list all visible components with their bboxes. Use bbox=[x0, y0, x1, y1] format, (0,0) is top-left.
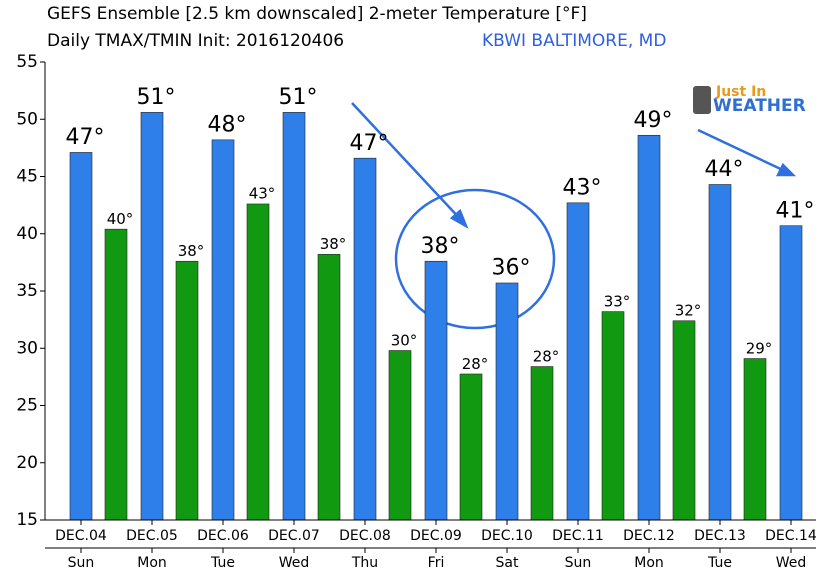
bar bbox=[743, 358, 767, 521]
bar bbox=[246, 203, 270, 521]
data-label: 30° bbox=[391, 331, 418, 349]
data-label: 47° bbox=[350, 131, 389, 156]
weekday-label: Fri bbox=[428, 555, 445, 571]
y-tick-label: 25 bbox=[16, 396, 38, 416]
y-tick-label: 45 bbox=[16, 167, 38, 187]
bar bbox=[566, 202, 590, 521]
bar bbox=[459, 373, 483, 521]
y-tick-label: 55 bbox=[16, 52, 38, 72]
data-label: 38° bbox=[421, 234, 460, 259]
weekday-label: Mon bbox=[634, 555, 664, 571]
station: KBWI BALTIMORE, MD bbox=[482, 31, 666, 51]
data-label: 28° bbox=[533, 347, 560, 365]
data-label: 29° bbox=[746, 339, 773, 357]
arrow-head bbox=[775, 162, 797, 177]
annotations bbox=[351, 102, 797, 330]
weekday-label: Mon bbox=[137, 555, 167, 571]
bar bbox=[530, 366, 554, 521]
data-label: 49° bbox=[634, 108, 673, 133]
bar bbox=[672, 320, 696, 521]
y-tick-label: 35 bbox=[16, 281, 38, 301]
x-tick-label: DEC.09 bbox=[410, 528, 462, 544]
data-label: 38° bbox=[320, 235, 347, 253]
data-label: 36° bbox=[492, 256, 531, 281]
bar bbox=[175, 260, 199, 521]
bar bbox=[708, 184, 732, 521]
bar bbox=[424, 260, 448, 521]
arrow bbox=[697, 128, 788, 174]
data-label: 51° bbox=[137, 85, 176, 110]
data-label: 44° bbox=[705, 157, 744, 182]
bar bbox=[601, 311, 625, 521]
bar bbox=[140, 112, 164, 521]
x-tick-label: DEC.11 bbox=[552, 528, 604, 544]
data-label: 47° bbox=[66, 125, 105, 150]
x-tick-label: DEC.10 bbox=[481, 528, 533, 544]
x-tick-label: DEC.14 bbox=[765, 528, 816, 544]
weekday-label: Sun bbox=[565, 555, 592, 571]
bar bbox=[779, 225, 803, 521]
data-label: 48° bbox=[208, 113, 247, 138]
bar bbox=[317, 254, 341, 521]
weekday-label: Wed bbox=[776, 555, 807, 571]
weekday-label: Sun bbox=[68, 555, 95, 571]
weekday-label: Tue bbox=[210, 555, 235, 571]
y-tick-label: 50 bbox=[16, 109, 38, 129]
logo-icon bbox=[693, 86, 711, 114]
y-tick-label: 30 bbox=[16, 338, 38, 358]
weekday-label: Wed bbox=[279, 555, 310, 571]
bar bbox=[495, 282, 519, 521]
logo: Just In WEATHER bbox=[693, 84, 806, 116]
logo-text: WEATHER bbox=[713, 96, 806, 116]
weekday-label: Tue bbox=[707, 555, 732, 571]
data-label: 43° bbox=[249, 185, 276, 203]
chart-subtitle: Daily TMAX/TMIN Init: 2016120406 bbox=[47, 31, 344, 51]
data-label: 40° bbox=[107, 210, 134, 228]
bar bbox=[211, 139, 235, 521]
arrow bbox=[351, 102, 464, 223]
bar bbox=[282, 112, 306, 521]
highlight-circle bbox=[394, 188, 556, 330]
data-label: 51° bbox=[279, 85, 318, 110]
bar bbox=[388, 350, 412, 521]
x-tick-label: DEC.12 bbox=[623, 528, 675, 544]
x-tick-label: DEC.05 bbox=[126, 528, 178, 544]
data-label: 33° bbox=[604, 292, 631, 310]
data-label: 41° bbox=[776, 198, 815, 223]
x-tick-label: DEC.06 bbox=[197, 528, 249, 544]
data-label: 28° bbox=[462, 355, 489, 373]
bar bbox=[104, 228, 128, 521]
y-tick-label: 40 bbox=[16, 224, 38, 244]
bar bbox=[69, 152, 93, 521]
weekday-label: Sat bbox=[496, 555, 519, 571]
y-tick-label: 20 bbox=[16, 453, 38, 473]
x-tick-label: DEC.07 bbox=[268, 528, 320, 544]
data-label: 38° bbox=[178, 242, 205, 260]
logo-text: Just In bbox=[715, 84, 766, 100]
arrow-head bbox=[449, 208, 469, 229]
x-tick-label: DEC.04 bbox=[55, 528, 107, 544]
chart-title: GEFS Ensemble [2.5 km downscaled] 2-mete… bbox=[47, 4, 587, 24]
x-tick-label: DEC.13 bbox=[694, 528, 746, 544]
x-tick-label: DEC.08 bbox=[339, 528, 391, 544]
bar bbox=[353, 157, 377, 521]
data-label: 43° bbox=[563, 176, 602, 201]
weekday-label: Thu bbox=[351, 555, 378, 571]
bar bbox=[637, 134, 661, 521]
y-tick-label: 15 bbox=[16, 510, 38, 530]
data-label: 32° bbox=[675, 302, 702, 320]
